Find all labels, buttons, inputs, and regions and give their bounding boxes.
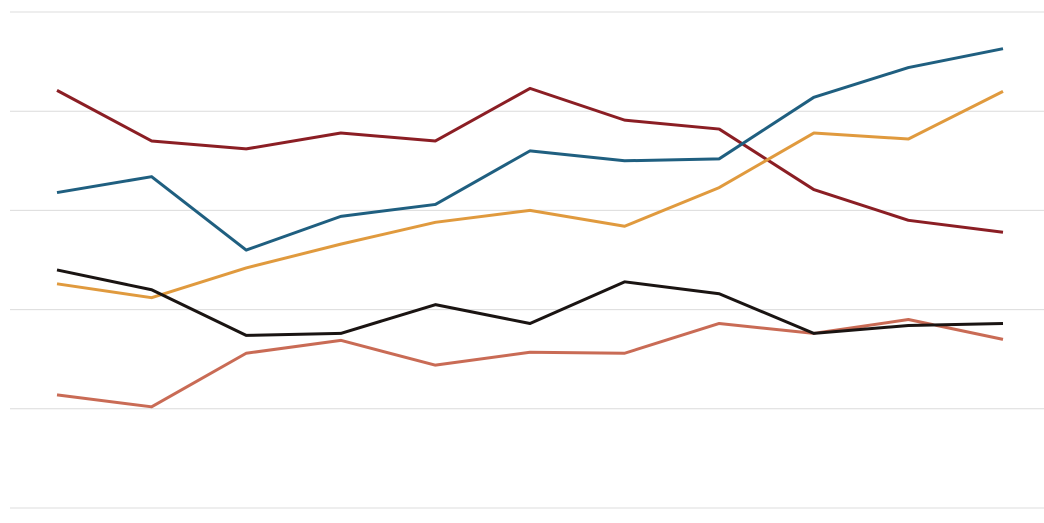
series-line [56,90,1004,300]
series-line [56,268,1004,337]
series-line [56,318,1004,409]
series-line [56,86,1004,234]
series-line [56,47,1004,252]
